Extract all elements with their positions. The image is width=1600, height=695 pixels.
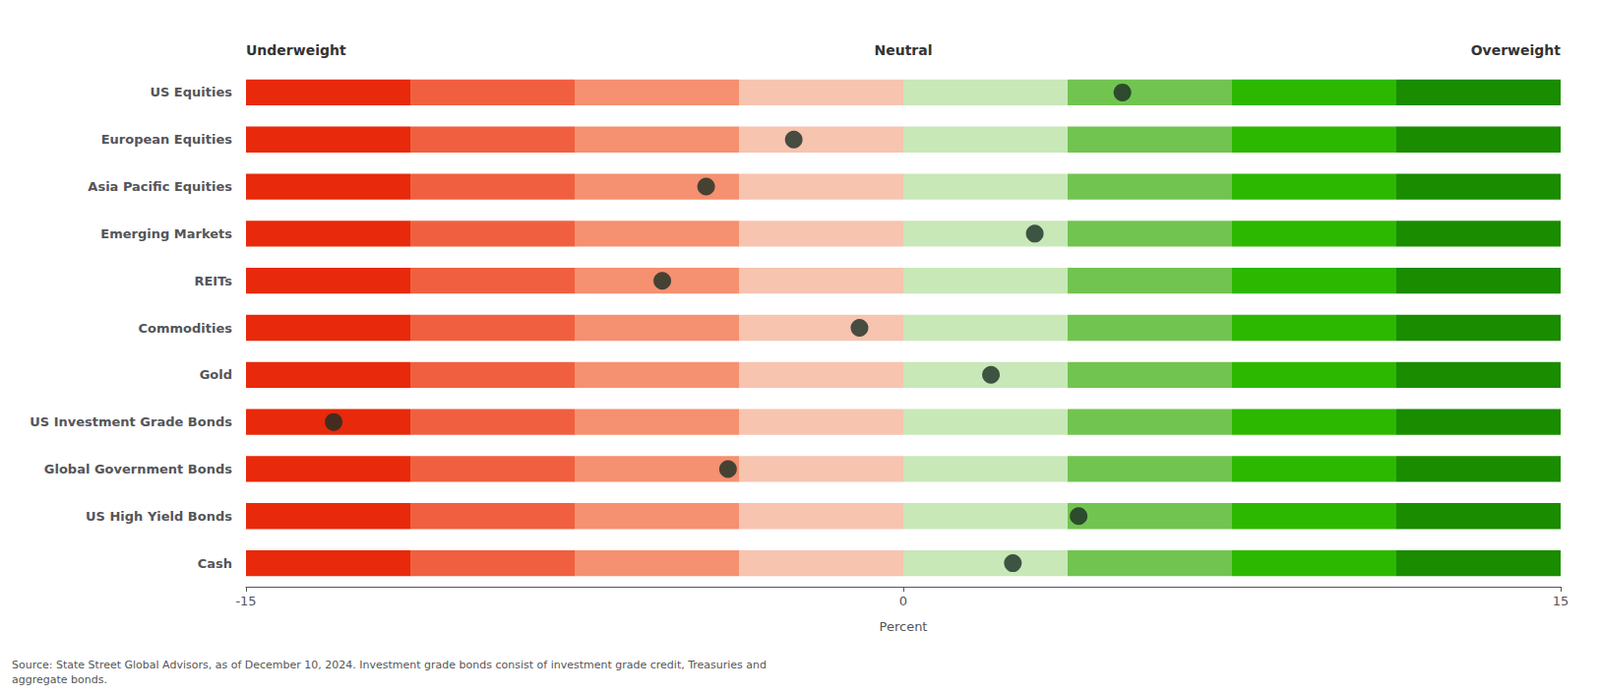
svg-text:Commodities: Commodities	[138, 320, 234, 336]
svg-text:aggregate bonds.: aggregate bonds.	[11, 673, 108, 686]
svg-text:Overweight: Overweight	[1471, 42, 1562, 59]
svg-text:Global Government Bonds: Global Government Bonds	[44, 461, 233, 477]
svg-text:Emerging Markets: Emerging Markets	[100, 226, 233, 242]
svg-text:US High Yield Bonds: US High Yield Bonds	[85, 508, 233, 524]
svg-text:Gold: Gold	[199, 367, 233, 382]
svg-text:European Equities: European Equities	[101, 131, 234, 147]
svg-text:REITs: REITs	[193, 273, 233, 289]
svg-text:US Equities: US Equities	[149, 84, 233, 100]
svg-text:Underweight: Underweight	[246, 42, 347, 59]
svg-text:Source: State Street Global Ad: Source: State Street Global Advisors, as…	[11, 658, 767, 672]
svg-text:Neutral: Neutral	[873, 42, 932, 59]
svg-text:Cash: Cash	[197, 555, 233, 571]
svg-text:0: 0	[899, 593, 908, 609]
svg-text:Asia Pacific Equities: Asia Pacific Equities	[87, 179, 233, 194]
svg-text:Percent: Percent	[879, 618, 928, 634]
svg-text:-15: -15	[235, 593, 256, 609]
svg-text:US Investment Grade Bonds: US Investment Grade Bonds	[29, 414, 233, 430]
svg-text:15: 15	[1552, 593, 1570, 609]
